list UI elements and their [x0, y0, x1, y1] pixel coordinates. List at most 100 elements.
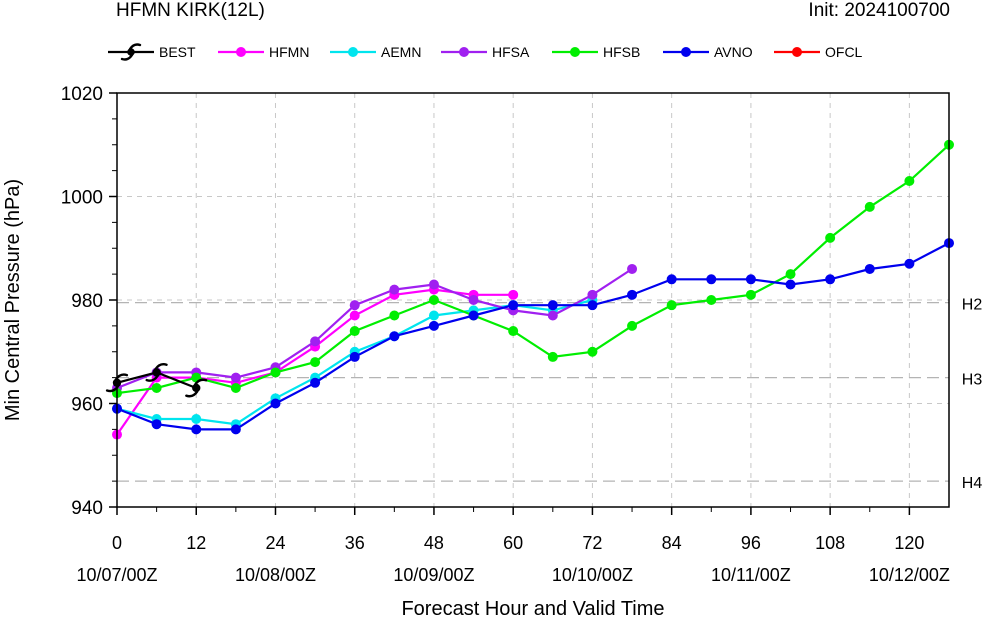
series-point [468, 295, 479, 305]
series-point [389, 310, 400, 321]
legend-label: BEST [159, 44, 196, 60]
x-tick-label: 120 [894, 533, 924, 553]
series-point [547, 351, 558, 362]
legend-marker [348, 47, 358, 57]
x-tick-label: 72 [582, 533, 602, 553]
reference-line-label: H4 [962, 475, 983, 492]
x-tick-label: 84 [662, 533, 682, 553]
series-avno [112, 238, 954, 435]
series-point [627, 320, 638, 331]
x-tick-label: 36 [345, 533, 365, 553]
y-axis-label: Min Central Pressure (hPa) [2, 179, 24, 421]
series-line [116, 143, 950, 395]
series-point [706, 295, 717, 305]
hurricane-marker-core [152, 368, 161, 377]
legend: BEST HFMN AEMN HFSA HFSB AVNO OFCL [108, 43, 863, 61]
series-point [547, 310, 558, 321]
reference-lines: H2 H3 H4 [117, 297, 983, 492]
series-point [745, 289, 756, 300]
series-point [587, 346, 598, 357]
series-point [151, 382, 162, 393]
hurricane-marker-arm [193, 378, 208, 386]
hurricane-marker-core [192, 383, 201, 393]
x-tick-date-label: 10/12/00Z [869, 565, 950, 585]
chart-title: HFMN KIRK(12L) [116, 0, 265, 21]
series-point [587, 300, 598, 311]
series-point [825, 232, 836, 243]
series-line [116, 268, 633, 390]
y-tick-label: 960 [71, 395, 103, 416]
hurricane-marker-core [127, 48, 135, 56]
y-tick-label: 940 [71, 498, 103, 519]
series-point [587, 289, 598, 300]
x-tick-label: 96 [741, 533, 761, 553]
reference-line-label: H3 [962, 372, 983, 389]
init-time-label: Init: 2024100700 [808, 0, 950, 21]
x-tick-label: 60 [503, 533, 523, 553]
series-point [706, 274, 717, 285]
legend-marker [570, 47, 580, 57]
series-point [389, 331, 400, 342]
series-point [230, 424, 241, 435]
legend-label: AEMN [381, 44, 421, 60]
grid [117, 93, 949, 507]
series-best [105, 363, 208, 398]
series-point [310, 336, 321, 347]
series-point [904, 175, 915, 186]
series-point [310, 377, 321, 388]
hurricane-marker-arm [154, 363, 168, 371]
legend-item: BEST [108, 43, 196, 61]
hurricane-marker-arm [120, 53, 134, 61]
hurricane-marker-arm [128, 43, 142, 51]
legend-item: HFMN [218, 44, 309, 60]
series-point [508, 326, 519, 337]
legend-item: AEMN [330, 44, 421, 60]
reference-line-label: H2 [962, 297, 983, 314]
series-point [191, 414, 202, 425]
series-point [191, 424, 202, 435]
legend-item: HFSA [441, 44, 530, 60]
series-point [666, 300, 677, 311]
series-point [745, 274, 756, 285]
hurricane-marker [145, 363, 168, 382]
series-point [428, 310, 439, 321]
series-point [468, 310, 479, 321]
legend-label: OFCL [825, 44, 863, 60]
series-line [116, 242, 950, 431]
legend-marker [681, 47, 691, 57]
series-point [785, 269, 796, 280]
x-tick-date-label: 10/08/00Z [235, 565, 316, 585]
series-point [270, 398, 281, 409]
hurricane-marker [120, 43, 142, 61]
x-tick-date-label: 10/07/00Z [76, 565, 157, 585]
series-point [270, 367, 281, 378]
series-point [627, 289, 638, 300]
series-point [904, 258, 915, 269]
series-point [151, 419, 162, 430]
axes: 0 10/07/00Z 12 24 10/08/00Z 36 48 10/09/00Z 60 72… [61, 84, 950, 585]
hurricane-marker-arm [185, 390, 199, 398]
series-point [864, 201, 875, 212]
legend-marker [236, 47, 246, 57]
series-point [349, 300, 360, 311]
legend-label: HFSB [603, 44, 640, 60]
x-tick-label: 0 [112, 533, 122, 553]
series-point [627, 263, 638, 274]
series-point [547, 300, 558, 311]
series-point [428, 279, 439, 290]
legend-marker [792, 47, 802, 57]
legend-item: HFSB [552, 44, 640, 60]
hurricane-marker-arm [145, 374, 159, 382]
legend-marker [459, 47, 469, 57]
hurricane-marker [185, 378, 208, 398]
series-hfsb [112, 139, 954, 399]
legend-label: HFMN [269, 44, 309, 60]
series-point [349, 351, 360, 362]
series-point [666, 274, 677, 285]
x-tick-label: 24 [265, 533, 285, 553]
series-point [349, 310, 360, 321]
x-axis-label: Forecast Hour and Valid Time [401, 598, 664, 618]
y-tick-label: 980 [71, 291, 103, 312]
x-tick-label: 12 [186, 533, 206, 553]
x-tick-date-label: 10/11/00Z [711, 565, 791, 585]
